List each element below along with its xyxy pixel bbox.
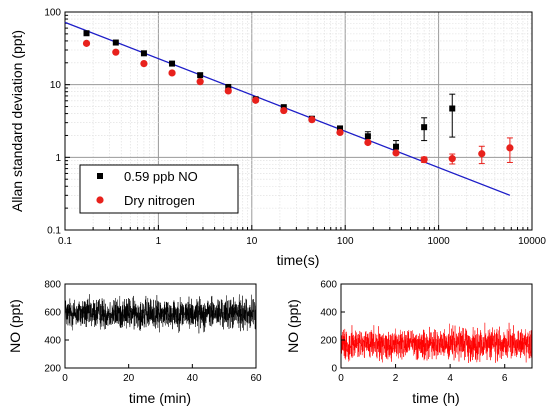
y-tick-label: 600 (320, 280, 337, 291)
legend-circle-marker (96, 196, 104, 204)
y-tick-label: 0 (331, 364, 337, 375)
x-tick-label: 40 (187, 373, 199, 384)
no-minutes-ticks: 0 20 40 60 200 400 600 800 (44, 280, 262, 385)
no-data-point (225, 83, 232, 90)
nitrogen-data-point (506, 144, 514, 152)
x-tick-label: 60 (250, 373, 262, 384)
allan-chart: 0.1 1 10 100 1000 10000 0.1 1 10 100 time(s) Alla… (9, 8, 546, 269)
x-tick-label: 10 (246, 236, 258, 247)
nitrogen-data-point (478, 150, 486, 158)
y-tick-label: 800 (44, 280, 61, 291)
y-tick-label: 200 (44, 364, 61, 375)
y-tick-label: 100 (44, 8, 61, 19)
x-tick-label: 10000 (518, 236, 546, 247)
no-hours-trace (340, 322, 533, 363)
main-y-axis-title: Allan standard deviation (ppt) (9, 30, 25, 212)
no-data-point (364, 133, 371, 140)
nitrogen-data-point (280, 106, 288, 115)
nitrogen-data-point (168, 69, 176, 77)
no-data-point (393, 143, 400, 150)
legend: 0.59 ppb NO Dry nitrogen (79, 164, 239, 214)
fit-line (64, 21, 511, 196)
x-tick-label: 0.1 (58, 236, 72, 247)
nitrogen-data-point (308, 116, 316, 124)
no-hours-chart: 0 2 4 6 0 200 400 600 time (h) NO (ppt) (285, 280, 533, 406)
x-tick-label: 0 (62, 373, 68, 384)
no-hours-x-axis-title: time (h) (412, 390, 459, 406)
no-minutes-x-axis-title: time (min) (129, 390, 191, 406)
legend-square-marker (97, 173, 103, 179)
no-hours-ticks: 0 2 4 6 0 200 400 600 (320, 280, 508, 385)
legend-label-nitrogen: Dry nitrogen (124, 193, 195, 208)
no-data-point (421, 124, 428, 131)
nitrogen-data-point (252, 96, 260, 104)
no-data-point (112, 39, 119, 46)
x-tick-label: 0 (338, 373, 344, 384)
nitrogen-data-point (196, 78, 204, 86)
main-marks (64, 21, 514, 196)
y-tick-label: 0.1 (47, 226, 61, 237)
main-ticks: 0.1 1 10 100 1000 10000 0.1 1 10 100 (44, 8, 546, 248)
legend-label-no: 0.59 ppb NO (124, 169, 198, 184)
y-tick-label: 400 (44, 336, 61, 347)
no-data-point (337, 125, 344, 132)
nitrogen-data-point (392, 149, 400, 157)
x-tick-label: 100 (337, 236, 354, 247)
y-tick-label: 1 (55, 153, 61, 164)
y-tick-label: 10 (50, 80, 62, 91)
no-minutes-frame (64, 283, 257, 369)
nitrogen-data-point (112, 48, 120, 56)
nitrogen-data-point (336, 128, 344, 137)
nitrogen-data-point (82, 39, 91, 47)
x-tick-label: 20 (123, 373, 135, 384)
x-tick-label: 1 (156, 236, 162, 247)
x-tick-label: 6 (502, 373, 508, 384)
no-data-point (140, 50, 147, 57)
main-plot-frame (64, 11, 533, 231)
x-tick-label: 2 (393, 373, 399, 384)
x-tick-label: 1000 (427, 236, 450, 247)
no-hours-y-axis-title: NO (ppt) (285, 299, 301, 353)
y-tick-label: 200 (320, 336, 337, 347)
no-data-point (83, 30, 90, 37)
nitrogen-data-point (364, 138, 372, 147)
no-data-point (197, 72, 204, 79)
no-minutes-trace (64, 294, 257, 334)
no-minutes-y-axis-title: NO (ppt) (7, 299, 23, 353)
y-tick-label: 600 (44, 308, 61, 319)
nitrogen-data-point (140, 59, 148, 68)
no-data-point (169, 60, 176, 67)
no-trace-line (340, 322, 533, 363)
no-minutes-chart: 0 20 40 60 200 400 600 800 time (min) NO (ppt) (7, 280, 262, 407)
nitrogen-data-point (224, 87, 232, 95)
nitrogen-data-point (420, 156, 428, 164)
x-tick-label: 4 (447, 373, 453, 384)
main-x-axis-title: time(s) (277, 252, 320, 268)
no-trace-line (64, 294, 257, 334)
legend-box (79, 164, 239, 214)
nitrogen-data-point (448, 155, 456, 163)
no-hours-frame (340, 283, 533, 369)
no-data-point (449, 105, 456, 112)
y-tick-label: 400 (320, 308, 337, 319)
